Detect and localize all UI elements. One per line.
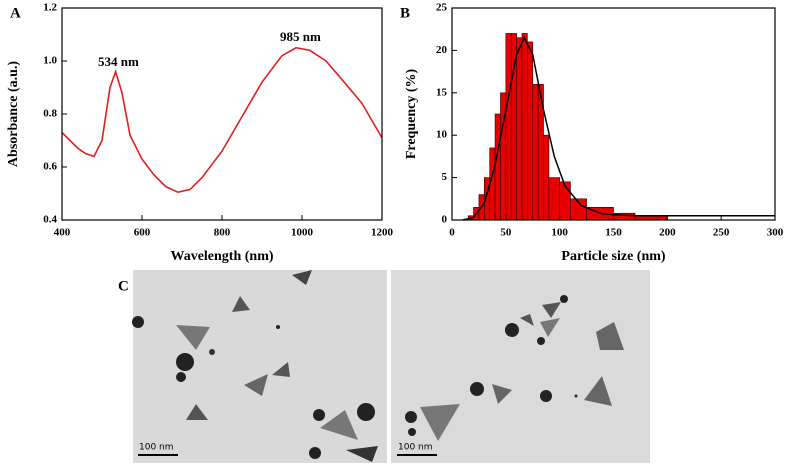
annotation: 534 nm bbox=[98, 54, 139, 69]
tem-image: 100 nm bbox=[391, 270, 650, 463]
y-tick-label: 0 bbox=[442, 214, 448, 226]
y-tick-label: 20 bbox=[436, 44, 448, 56]
plot-frame bbox=[61, 7, 383, 221]
x-tick-label: 1000 bbox=[291, 227, 314, 239]
fit-curve bbox=[462, 35, 775, 221]
y-axis-title: Frequency (%) bbox=[404, 68, 419, 159]
x-tick-label: 800 bbox=[214, 227, 231, 239]
x-tick-label: 50 bbox=[500, 227, 512, 239]
bar bbox=[505, 33, 512, 221]
y-tick-label: 10 bbox=[436, 129, 448, 141]
x-tick-label: 250 bbox=[713, 227, 730, 239]
x-tick-label: 0 bbox=[449, 227, 455, 239]
bar bbox=[559, 181, 571, 221]
panel-label: B bbox=[400, 5, 410, 21]
bar bbox=[543, 134, 550, 221]
bar bbox=[532, 84, 539, 221]
tem-image: 100 nm bbox=[132, 270, 387, 463]
spectrum-line bbox=[61, 46, 383, 194]
y-axis-title: Absorbance (a.u.) bbox=[6, 61, 21, 168]
x-tick-label: 100 bbox=[551, 227, 568, 239]
x-tick-label: 300 bbox=[767, 227, 784, 239]
bar bbox=[489, 147, 496, 221]
y-tick-label: 0.4 bbox=[43, 214, 57, 226]
bar bbox=[521, 33, 528, 221]
scale-bar-label: 100 nm bbox=[139, 443, 174, 453]
y-tick-label: 25 bbox=[436, 2, 448, 14]
panel-label: C bbox=[118, 278, 129, 294]
x-axis-title: Particle size (nm) bbox=[561, 249, 666, 264]
x-tick-label: 600 bbox=[134, 227, 151, 239]
y-tick-label: 0.6 bbox=[43, 161, 57, 173]
annotation: 985 nm bbox=[280, 29, 321, 44]
bar bbox=[548, 177, 560, 221]
bar bbox=[527, 41, 534, 221]
scale-bar-label: 100 nm bbox=[398, 443, 433, 453]
panel-label: A bbox=[10, 5, 21, 21]
y-tick-label: 0.8 bbox=[43, 108, 57, 120]
x-tick-label: 1200 bbox=[371, 227, 394, 239]
y-tick-label: 1.2 bbox=[43, 2, 57, 14]
y-tick-label: 15 bbox=[436, 86, 448, 98]
y-tick-label: 5 bbox=[442, 171, 448, 183]
x-tick-label: 150 bbox=[605, 227, 622, 239]
y-tick-label: 1.0 bbox=[43, 55, 57, 67]
x-tick-label: 200 bbox=[659, 227, 676, 239]
x-tick-label: 400 bbox=[54, 227, 71, 239]
bar bbox=[516, 37, 523, 221]
x-axis-title: Wavelength (nm) bbox=[170, 249, 273, 264]
bar bbox=[494, 113, 501, 221]
